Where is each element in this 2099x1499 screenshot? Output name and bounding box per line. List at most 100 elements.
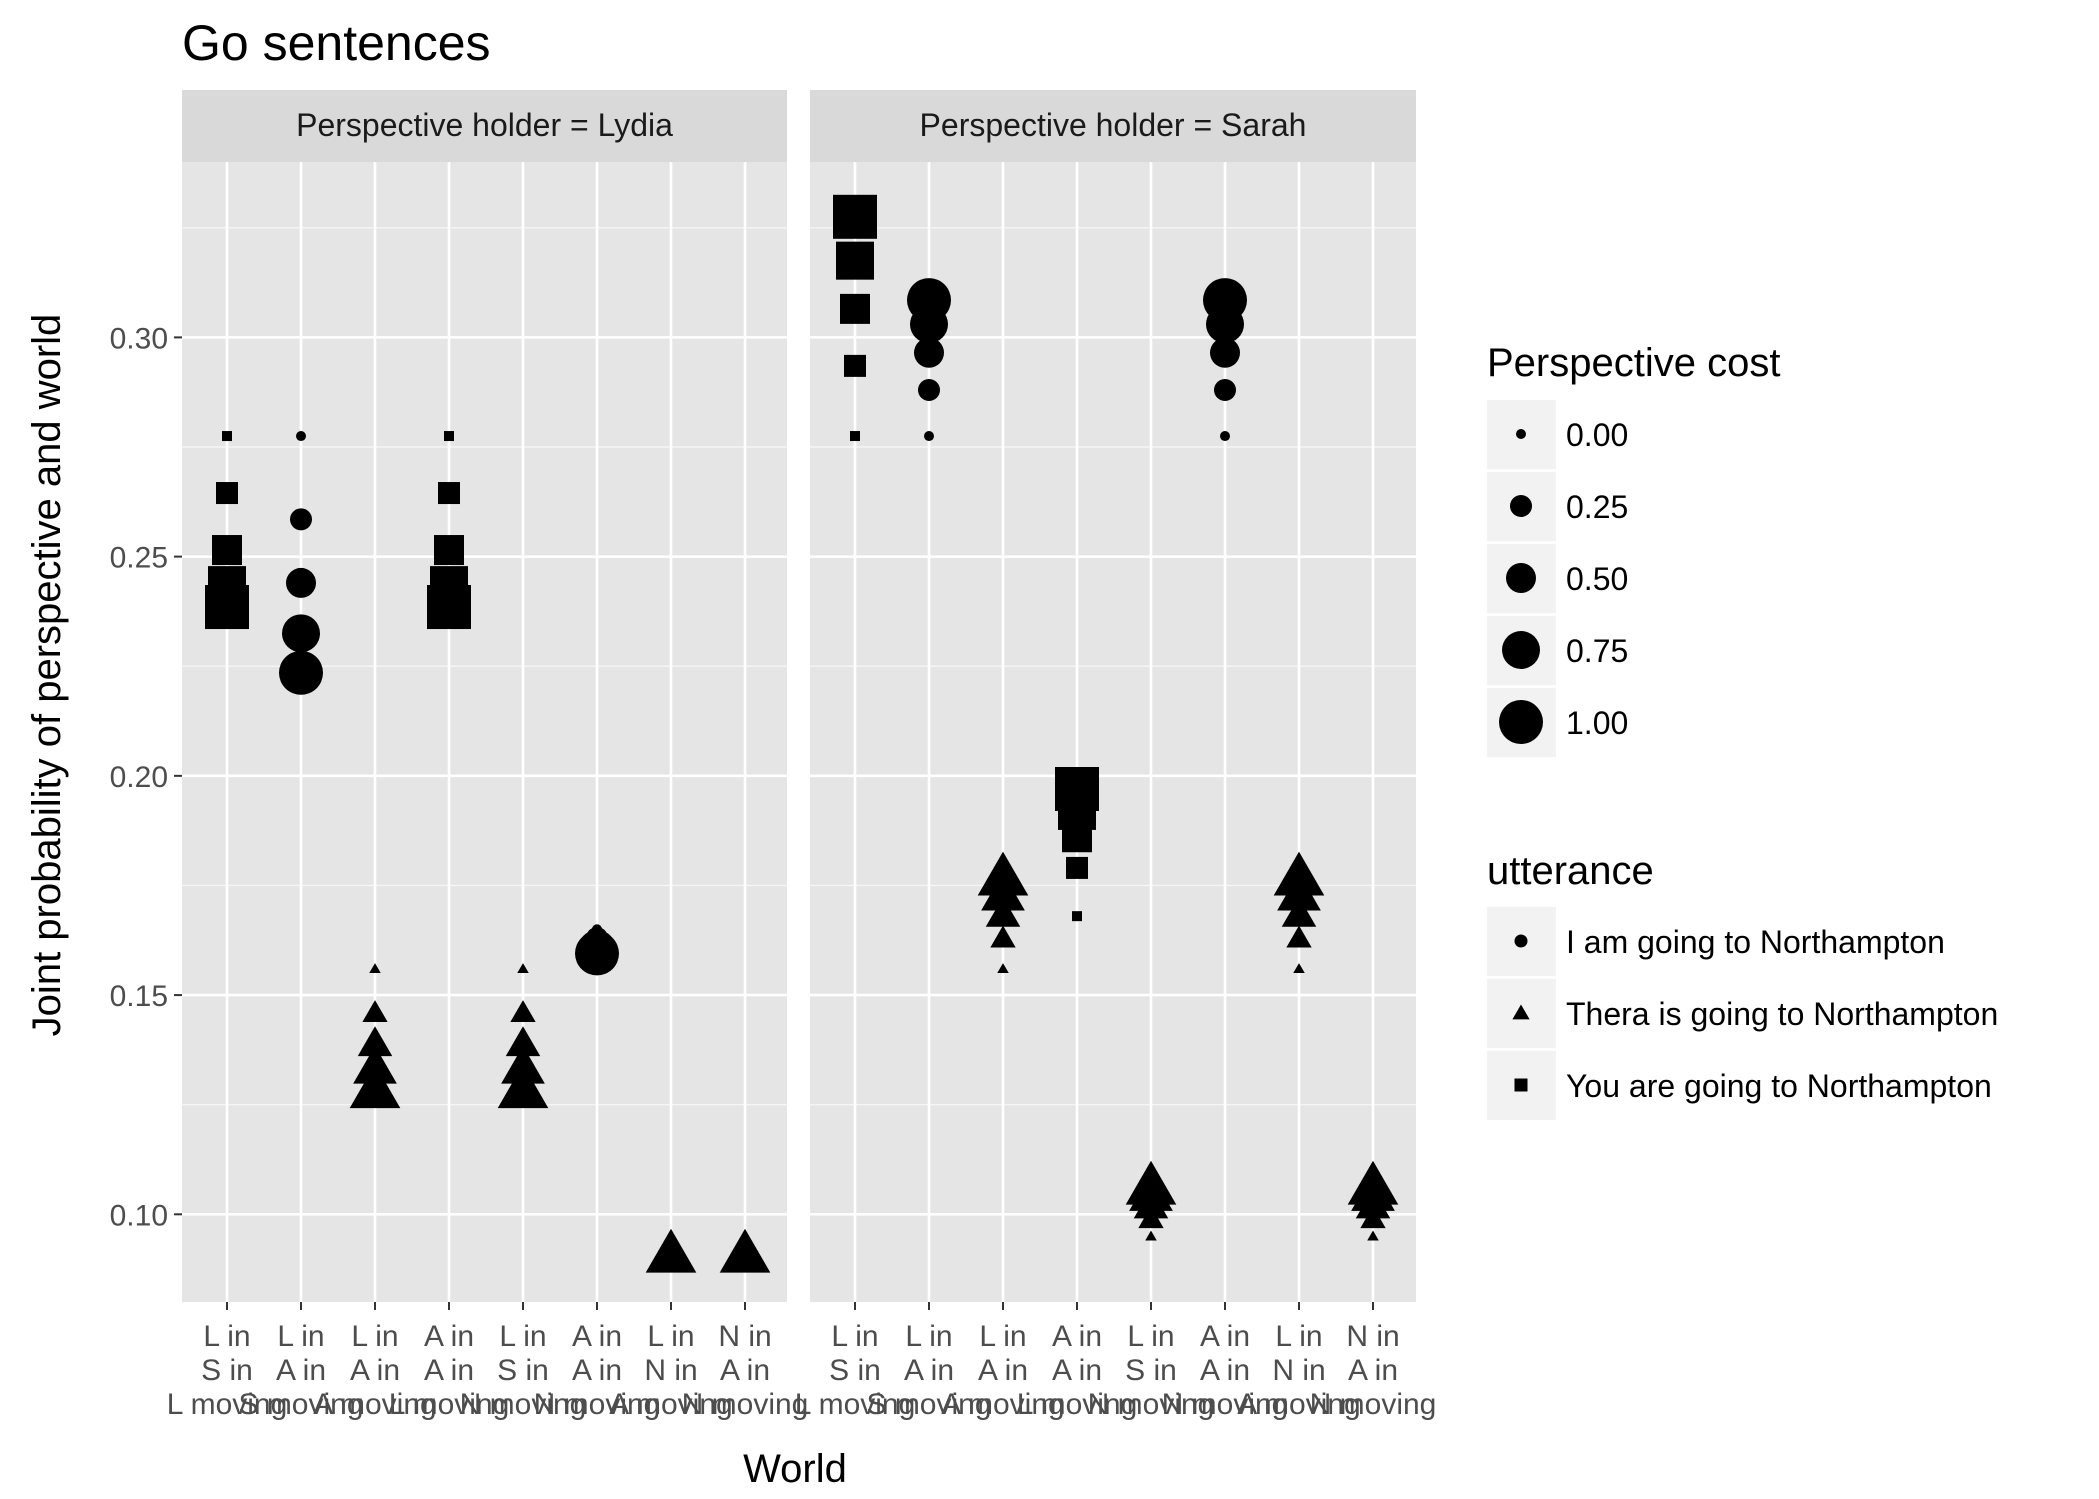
- x-tick-label: L in N in A moving: [609, 1320, 732, 1421]
- legend-utterance-title: utterance: [1487, 849, 1654, 893]
- facet-strip-label: Perspective holder = Sarah: [920, 107, 1307, 143]
- x-tick-label: L in S in L moving: [167, 1320, 288, 1421]
- legend-cost-label: 0.25: [1566, 489, 1628, 525]
- legend-cost-symbol: [1506, 563, 1536, 593]
- data-point: [510, 1000, 536, 1023]
- data-point: [286, 567, 316, 598]
- panel-background: [810, 162, 1416, 1302]
- data-point: [1145, 1230, 1157, 1241]
- data-point: [444, 431, 454, 442]
- data-point: [1367, 1230, 1379, 1241]
- legend-cost-symbol: [1502, 631, 1540, 669]
- data-point: [1281, 896, 1317, 927]
- x-tick-label: A in A in N moving: [1162, 1320, 1289, 1421]
- legend-cost-label: 0.50: [1566, 561, 1628, 597]
- legend-cost-symbol: [1510, 495, 1532, 517]
- legend-perspective-cost: Perspective cost 0.00 0.25 0.50 0.75 1.00: [1487, 341, 1780, 757]
- data-point: [434, 535, 464, 566]
- y-tick-label: 0.10: [110, 1199, 168, 1232]
- legend-cost-label: 0.00: [1566, 417, 1628, 453]
- data-point: [497, 1064, 549, 1109]
- data-point: [918, 379, 940, 401]
- data-point: [1220, 431, 1230, 442]
- legend-utterance-label: You are going to Northampton: [1566, 1068, 1992, 1104]
- data-point: [369, 963, 381, 974]
- panel-background: [182, 162, 787, 1302]
- data-point: [296, 431, 306, 442]
- data-point: [1286, 925, 1312, 948]
- x-tick-label: L in S in N moving: [460, 1320, 587, 1421]
- data-point: [719, 1228, 771, 1273]
- y-tick-label: 0.15: [110, 980, 168, 1013]
- chart-title: Go sentences: [182, 15, 491, 71]
- legend-cost-symbol: [1516, 429, 1526, 439]
- x-axis-title: World: [743, 1447, 847, 1491]
- legend-cost-symbol: [1499, 700, 1543, 744]
- x-tick-label: L in A in A moving: [313, 1320, 436, 1421]
- y-tick-label: 0.25: [110, 542, 168, 575]
- facet-strip-label: Perspective holder = Lydia: [296, 107, 673, 143]
- data-point: [1125, 1160, 1177, 1205]
- legend-utterance-label: I am going to Northampton: [1566, 924, 1945, 960]
- data-point: [290, 508, 312, 531]
- y-axis-title: Joint probability of perspective and wor…: [25, 314, 69, 1037]
- x-tick-label: A in A in N moving: [534, 1320, 661, 1421]
- data-point: [645, 1228, 697, 1273]
- legend-utterance: utterance I am going to Northampton Thera…: [1487, 849, 1998, 1120]
- data-point: [833, 194, 877, 239]
- data-point: [427, 585, 471, 630]
- legend-utterance-label: Thera is going to Northampton: [1566, 996, 1998, 1032]
- data-point: [357, 1026, 393, 1057]
- data-point: [1066, 856, 1088, 879]
- x-tick-label: L in A in S moving: [866, 1320, 991, 1421]
- x-tick-label: A in A in L moving: [389, 1320, 510, 1421]
- data-point: [1347, 1160, 1399, 1205]
- data-point: [1273, 851, 1325, 896]
- x-tick-label: L in A in A moving: [941, 1320, 1064, 1421]
- data-point: [836, 241, 874, 280]
- data-point: [1203, 278, 1247, 323]
- data-point: [844, 354, 866, 377]
- data-point: [907, 278, 951, 323]
- data-point: [924, 431, 934, 442]
- facet-panel: Perspective holder = Sarah: [810, 90, 1416, 1302]
- y-tick-label: 0.30: [110, 322, 168, 355]
- x-tick-label: L in A in S moving: [238, 1320, 363, 1421]
- data-point: [362, 1000, 388, 1023]
- data-point: [575, 931, 619, 976]
- data-point: [349, 1064, 401, 1109]
- y-axis: 0.10 0.15 0.20 0.25 0.30: [110, 322, 182, 1232]
- data-point: [1210, 337, 1240, 368]
- data-point: [977, 851, 1029, 896]
- legend-cost-label: 1.00: [1566, 705, 1628, 741]
- data-point: [279, 650, 323, 695]
- x-tick-label: N in A in N moving: [1310, 1320, 1437, 1421]
- legend-utterance-symbol: [1514, 934, 1528, 948]
- data-point: [282, 614, 320, 653]
- legend-perspective-cost-title: Perspective cost: [1487, 341, 1780, 385]
- data-point: [212, 535, 242, 566]
- data-point: [216, 482, 238, 505]
- data-point: [438, 482, 460, 505]
- data-point: [1293, 963, 1305, 974]
- data-point: [850, 431, 860, 442]
- data-point: [205, 585, 249, 630]
- facet-panels: Perspective holder = Lydia Perspective ho…: [182, 90, 1416, 1302]
- facet-panel: Perspective holder = Lydia: [182, 90, 787, 1302]
- x-tick-label: L in N in A moving: [1237, 1320, 1360, 1421]
- legend-utterance-symbol: [1514, 1078, 1528, 1092]
- y-tick-label: 0.20: [110, 761, 168, 794]
- data-point: [505, 1026, 541, 1057]
- x-tick-label: A in A in L moving: [1017, 1320, 1138, 1421]
- legend-utterance-symbol: [1512, 1004, 1530, 1020]
- facet-strip: [810, 90, 1416, 162]
- data-point: [517, 963, 529, 974]
- data-point: [997, 963, 1009, 974]
- data-point: [1072, 911, 1082, 922]
- legend-cost-label: 0.75: [1566, 633, 1628, 669]
- x-tick-label: N in A in N moving: [682, 1320, 809, 1421]
- data-point: [985, 896, 1021, 927]
- data-point: [840, 293, 870, 324]
